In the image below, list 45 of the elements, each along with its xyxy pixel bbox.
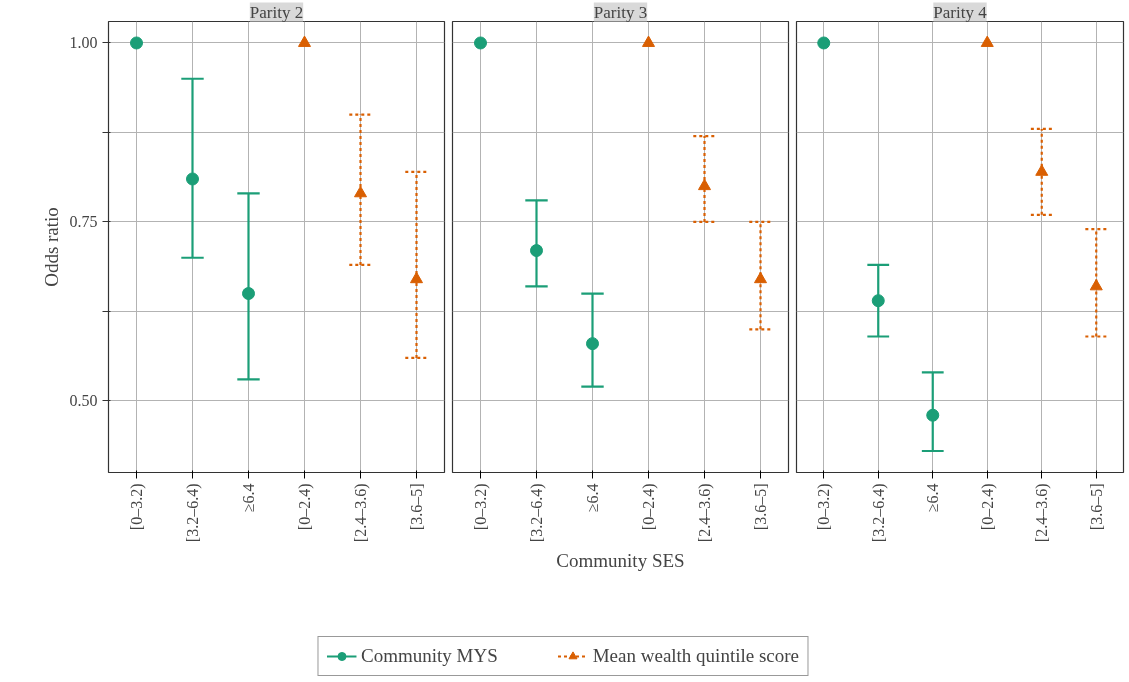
y-tick-label: 1.00 (69, 34, 98, 52)
chart-title: Parity 3 (593, 2, 648, 22)
x-tick-label: [0–3.2) (472, 483, 490, 531)
point (1035, 164, 1049, 176)
point (698, 178, 711, 191)
x-tick-label: [0–3.2) (815, 483, 834, 531)
point (186, 172, 199, 186)
point (871, 294, 885, 308)
x-tick-label: ≥6.4 (240, 483, 257, 513)
legend-label: Mean wealth quintile score (592, 645, 800, 667)
legend-label: Community MYS (360, 645, 498, 667)
point (474, 36, 487, 50)
x-tick-label: [0–3.2) (128, 483, 146, 531)
x-tick-label: [0–2.4) (296, 483, 314, 531)
x-tick-label: [3.6–5] (408, 483, 425, 531)
point (642, 35, 655, 47)
x-tick-label: [0–2.4) (640, 483, 658, 531)
point (298, 35, 311, 47)
point (530, 244, 543, 258)
x-axis-title: Community SES (556, 550, 685, 572)
point (242, 287, 255, 301)
x-tick-label: [3.2–6.4) (184, 483, 202, 543)
point (754, 271, 767, 284)
x-tick-label: [3.6–5] (752, 483, 769, 531)
point (1089, 278, 1103, 291)
point (586, 337, 599, 351)
x-tick-label: ≥6.4 (584, 483, 601, 513)
x-tick-label: ≥6.4 (924, 483, 942, 513)
point (817, 36, 831, 50)
point (980, 35, 994, 47)
x-tick-label: [2.4–3.6) (1033, 483, 1052, 543)
y-tick-label: 0.75 (69, 213, 98, 231)
point (926, 408, 940, 422)
y-axis-title: Odds ratio (40, 207, 62, 287)
chart-title: Parity 4 (933, 2, 988, 22)
x-tick-label: [3.6–5] (1087, 483, 1105, 531)
x-tick-label: [3.2–6.4) (869, 483, 888, 543)
x-tick-label: [3.2–6.4) (528, 483, 546, 543)
chart-title: Parity 2 (249, 2, 304, 22)
y-tick-label: 0.50 (69, 392, 98, 410)
x-tick-label: [0–2.4) (978, 483, 997, 531)
x-tick-label: [2.4–3.6) (696, 483, 714, 543)
point (410, 271, 423, 284)
x-tick-label: [2.4–3.6) (352, 483, 370, 543)
point (130, 36, 143, 50)
